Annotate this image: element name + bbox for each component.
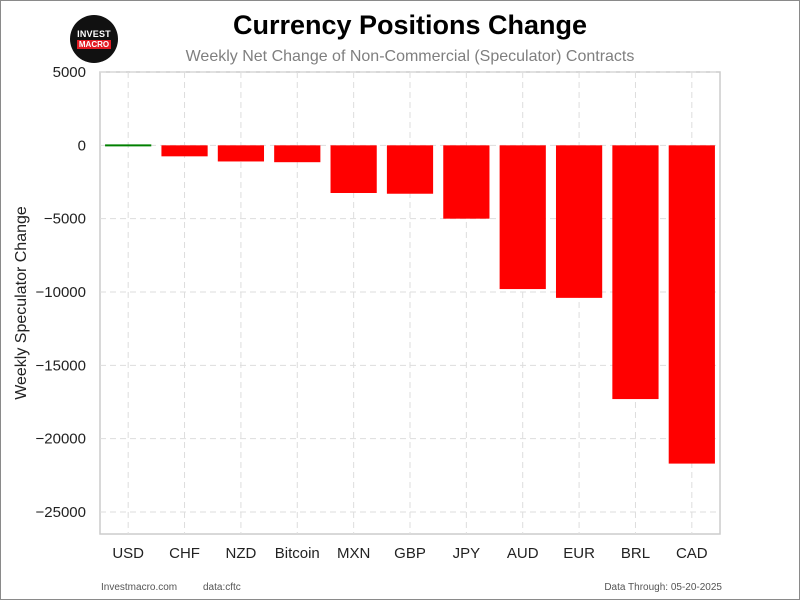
x-tick-label: AUD (507, 545, 539, 562)
x-tick-label: CHF (169, 545, 200, 562)
bar-gbp (386, 145, 434, 194)
y-tick-labels: 5000 0 −5000 −10000 −15000 −20000 −25000 (36, 64, 86, 521)
bar-jpy (443, 145, 490, 219)
y-tick-label: 5000 (53, 64, 86, 81)
x-tick-labels: USD CHF NZD Bitcoin MXN GBP JPY AUD EUR BRL CAD (112, 545, 707, 562)
bar-aud (499, 145, 546, 290)
bar-nzd (217, 145, 265, 162)
logo-text-invest: INVEST (77, 29, 111, 39)
bar-brl (612, 145, 659, 400)
x-tick-label: EUR (563, 545, 595, 562)
x-tick-label: GBP (394, 545, 426, 562)
y-tick-label: −20000 (36, 431, 86, 448)
bars (105, 144, 715, 464)
y-tick-label: −25000 (36, 504, 86, 521)
footer-source: data:cftc (203, 582, 241, 593)
bar-mxn (330, 145, 377, 193)
y-tick-label: 0 (78, 137, 86, 154)
x-tick-label: Bitcoin (275, 545, 320, 562)
footer-site: Investmacro.com (101, 582, 178, 593)
bar-bitcoin (274, 145, 321, 163)
y-tick-label: −5000 (44, 211, 86, 228)
chart-subtitle: Weekly Net Change of Non-Commercial (Spe… (185, 48, 635, 65)
x-tick-label: CAD (676, 545, 708, 562)
bar-cad (668, 145, 715, 464)
bar-chf (161, 145, 208, 157)
x-tick-label: MXN (337, 545, 370, 562)
x-tick-label: BRL (621, 545, 650, 562)
investmacro-logo: INVEST MACRO (70, 15, 118, 63)
y-tick-label: −10000 (36, 284, 86, 301)
x-tick-label: USD (112, 545, 144, 562)
x-tick-label: JPY (453, 545, 481, 562)
chart-title: Currency Positions Change (232, 10, 588, 40)
footer-data-through: Data Through: 05-20-2025 (604, 582, 722, 593)
bar-eur (555, 145, 603, 298)
logo-text-macro: MACRO (76, 40, 112, 49)
y-axis-title: Weekly Speculator Change (13, 206, 30, 400)
y-tick-label: −15000 (36, 357, 86, 374)
x-tick-label: NZD (225, 545, 256, 562)
